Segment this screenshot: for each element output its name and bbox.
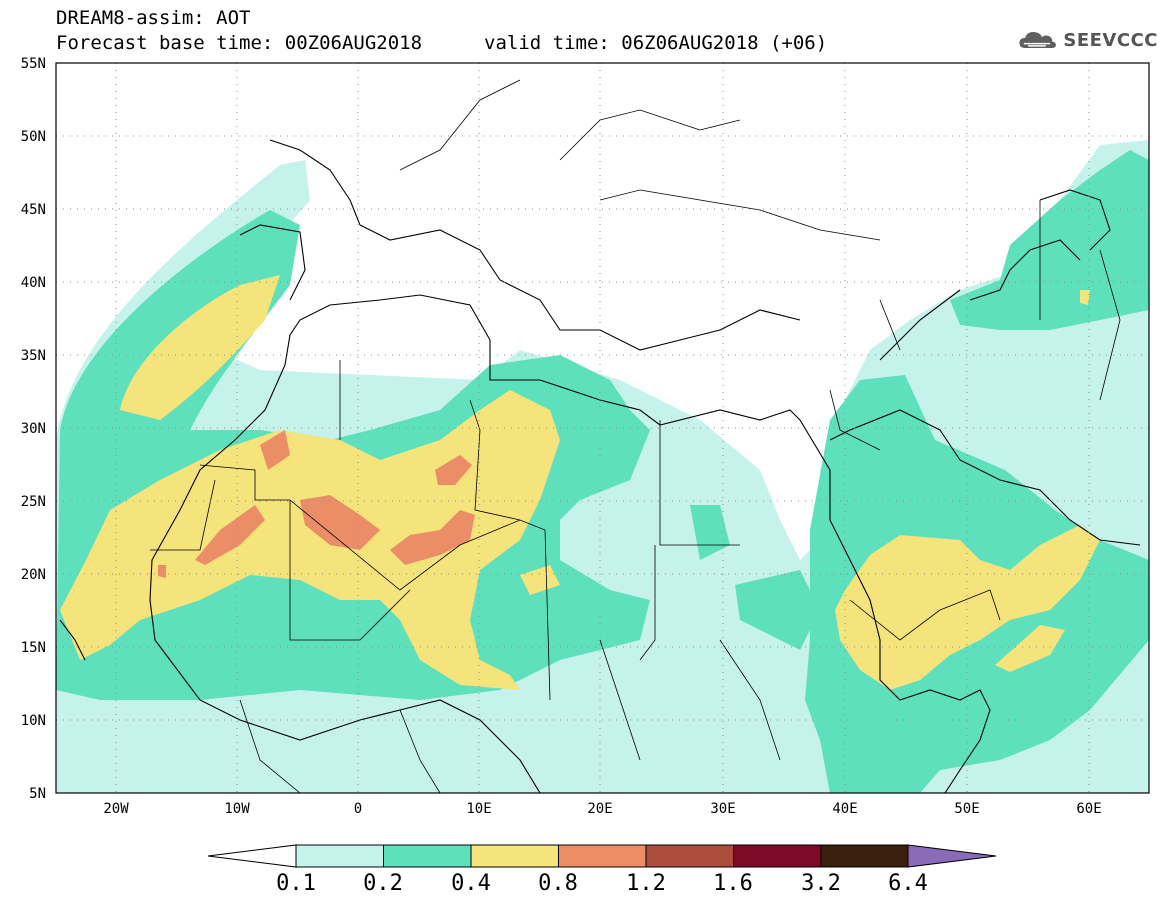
lat-tick-label: 10N: [21, 713, 46, 729]
colorbar-label: 0.1: [276, 871, 316, 896]
lat-tick-label: 30N: [21, 421, 46, 437]
lat-tick-label: 45N: [21, 202, 46, 218]
cloud-icon: [1019, 31, 1056, 49]
lat-axis: 55N 50N 45N 40N 35N 30N 25N 20N 15N 10N …: [21, 56, 46, 802]
lon-tick-label: 20E: [587, 801, 612, 817]
colorbar-segment: [733, 844, 822, 868]
lat-tick-label: 35N: [21, 348, 46, 364]
colorbar-segment: [820, 844, 909, 868]
lat-tick-label: 50N: [21, 129, 46, 145]
borders: [150, 79, 1121, 793]
colorbar-label: 6.4: [888, 871, 928, 896]
lon-tick-label: 0: [354, 801, 362, 817]
valid-time: valid time: 06Z06AUG2018 (+06): [484, 32, 828, 54]
lat-tick-label: 55N: [21, 56, 46, 72]
lat-tick-label: 5N: [29, 786, 46, 802]
colorbar-label: 1.2: [626, 871, 666, 896]
colorbar-segment: [295, 844, 384, 868]
coastlines: [59, 139, 1141, 793]
forecast-base-time: Forecast base time: 00Z06AUG2018: [56, 32, 423, 54]
lat-tick-label: 20N: [21, 567, 46, 583]
colorbar-label: 0.8: [538, 871, 578, 896]
lat-tick-label: 40N: [21, 275, 46, 291]
colorbar: [207, 844, 997, 868]
colorbar-segment: [383, 844, 472, 868]
map-frame: [55, 62, 1150, 794]
lon-tick-label: 10W: [224, 801, 250, 817]
grid: [56, 63, 1149, 793]
lon-axis: 20W 10W 0 10E 20E 30E 40E 50E 60E: [103, 801, 1101, 817]
map-title: DREAM8-assim: AOT: [56, 7, 251, 29]
colorbar-under-arrow: [207, 844, 297, 868]
colorbar-segment: [470, 844, 559, 868]
lon-tick-label: 40E: [832, 801, 857, 817]
lat-tick-label: 15N: [21, 640, 46, 656]
colorbar-segments: [295, 844, 909, 868]
colorbar-label: 3.2: [801, 871, 841, 896]
lon-tick-label: 30E: [710, 801, 735, 817]
aot-field: [56, 140, 1149, 793]
aot-level-0-8: [158, 430, 475, 578]
lon-tick-label: 50E: [954, 801, 979, 817]
lon-tick-label: 60E: [1076, 801, 1101, 817]
colorbar-label: 1.6: [713, 871, 753, 896]
logo: SEEVCCC: [1018, 24, 1158, 56]
lon-tick-label: 10E: [466, 801, 491, 817]
colorbar-label: 0.2: [363, 871, 403, 896]
colorbar-label: 0.4: [451, 871, 491, 896]
colorbar-segment: [645, 844, 734, 868]
lat-tick-label: 25N: [21, 494, 46, 510]
lon-tick-label: 20W: [103, 801, 129, 817]
colorbar-segment: [558, 844, 647, 868]
aot-level-0-4: [60, 275, 1100, 690]
logo-text: SEEVCCC: [1063, 29, 1158, 51]
colorbar-over-arrow: [907, 844, 997, 868]
